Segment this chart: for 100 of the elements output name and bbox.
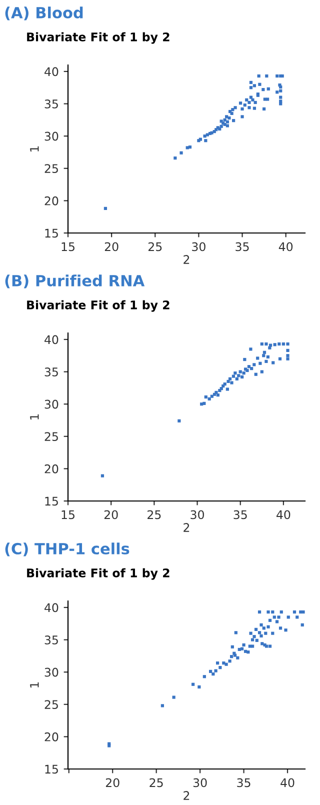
point	[266, 610, 270, 614]
point	[254, 628, 258, 631]
y-tick-label: 40	[44, 335, 58, 344]
point	[258, 631, 262, 634]
point	[258, 362, 262, 365]
point	[302, 610, 305, 614]
point	[272, 361, 275, 364]
point	[264, 632, 268, 635]
y-tick-label: 35	[44, 367, 58, 376]
point	[234, 372, 237, 375]
point	[282, 342, 286, 346]
point	[268, 344, 272, 347]
point	[278, 357, 282, 360]
point	[258, 610, 262, 614]
point	[262, 350, 266, 354]
point	[256, 356, 260, 360]
point	[178, 419, 181, 422]
point	[255, 638, 258, 642]
y-tick-label: 15	[45, 496, 58, 506]
x-tick-label: 20	[104, 510, 118, 520]
point	[192, 682, 195, 686]
y-tick-label: 25	[44, 700, 58, 710]
x-tick-label: 35	[237, 778, 250, 788]
point	[260, 623, 263, 626]
point	[252, 363, 256, 366]
y-tick-label: 25	[44, 432, 58, 442]
point	[198, 685, 201, 688]
point	[266, 625, 270, 628]
point	[226, 380, 230, 384]
point	[240, 375, 244, 378]
x-axis-title: 2	[184, 255, 190, 264]
chart-subtitle: Bivariate Fit of 1 by 2	[27, 568, 170, 580]
point	[286, 616, 290, 619]
chart-title: (B) Purified RNA	[5, 274, 145, 288]
x-tick-label: 40	[276, 510, 290, 520]
x-tick-label: 40	[278, 242, 293, 252]
point	[249, 348, 252, 351]
point	[232, 374, 236, 378]
point	[242, 372, 246, 375]
point	[264, 360, 268, 363]
point	[226, 388, 229, 391]
point	[216, 393, 220, 397]
x-tick-label: 20	[104, 242, 118, 252]
point	[271, 610, 274, 614]
x-tick-label: 25	[148, 242, 162, 252]
x-tick-label: 25	[150, 778, 163, 788]
point	[250, 366, 254, 370]
point	[235, 377, 238, 380]
point	[204, 395, 208, 399]
point	[238, 370, 242, 374]
point	[242, 643, 246, 646]
point	[260, 370, 264, 374]
y-tick-label: 20	[44, 196, 58, 206]
y-axis-title: 1	[30, 414, 39, 420]
point	[280, 610, 283, 614]
x-tick-label: 15	[62, 242, 74, 252]
point	[243, 358, 246, 362]
point	[284, 628, 288, 632]
point	[246, 650, 250, 654]
x-tick-label: 35	[234, 510, 247, 520]
x-axis-title: 2	[184, 791, 190, 800]
point	[172, 696, 176, 699]
y-tick-label: 25	[44, 164, 58, 174]
chart-subtitle: Bivariate Fit of 1 by 2	[27, 32, 170, 44]
point	[250, 644, 254, 648]
y-tick-label: 30	[44, 668, 58, 677]
point	[228, 377, 232, 380]
point	[278, 626, 282, 630]
point	[264, 342, 268, 346]
point	[228, 660, 232, 663]
y-axis-title: 1	[30, 682, 39, 688]
point	[262, 354, 266, 358]
point	[275, 620, 279, 624]
point	[254, 372, 258, 376]
x-tick-label: 25	[148, 510, 161, 520]
point	[202, 402, 206, 405]
y-tick-label: 30	[44, 400, 58, 409]
point	[286, 357, 290, 360]
point	[202, 675, 206, 678]
point	[277, 616, 280, 619]
point	[272, 616, 276, 619]
y-tick-label: 35	[44, 99, 58, 108]
point	[230, 381, 234, 384]
y-tick-label: 40	[44, 603, 58, 612]
point	[240, 647, 244, 650]
point	[252, 634, 256, 638]
chart-subtitle: Bivariate Fit of 1 by 2	[27, 300, 170, 312]
y-tick-label: 15	[45, 228, 58, 238]
x-tick-label: 30	[190, 510, 204, 520]
point	[237, 374, 240, 378]
x-tick-label: 20	[106, 778, 120, 788]
point	[100, 474, 104, 478]
point	[286, 348, 290, 352]
y-tick-label: 20	[44, 464, 58, 474]
point	[249, 632, 252, 635]
point	[266, 355, 270, 358]
chart-title: (A) Blood	[5, 6, 83, 20]
point	[286, 354, 290, 358]
y-axis-title: 1	[30, 146, 39, 152]
y-tick-label: 35	[44, 635, 58, 644]
